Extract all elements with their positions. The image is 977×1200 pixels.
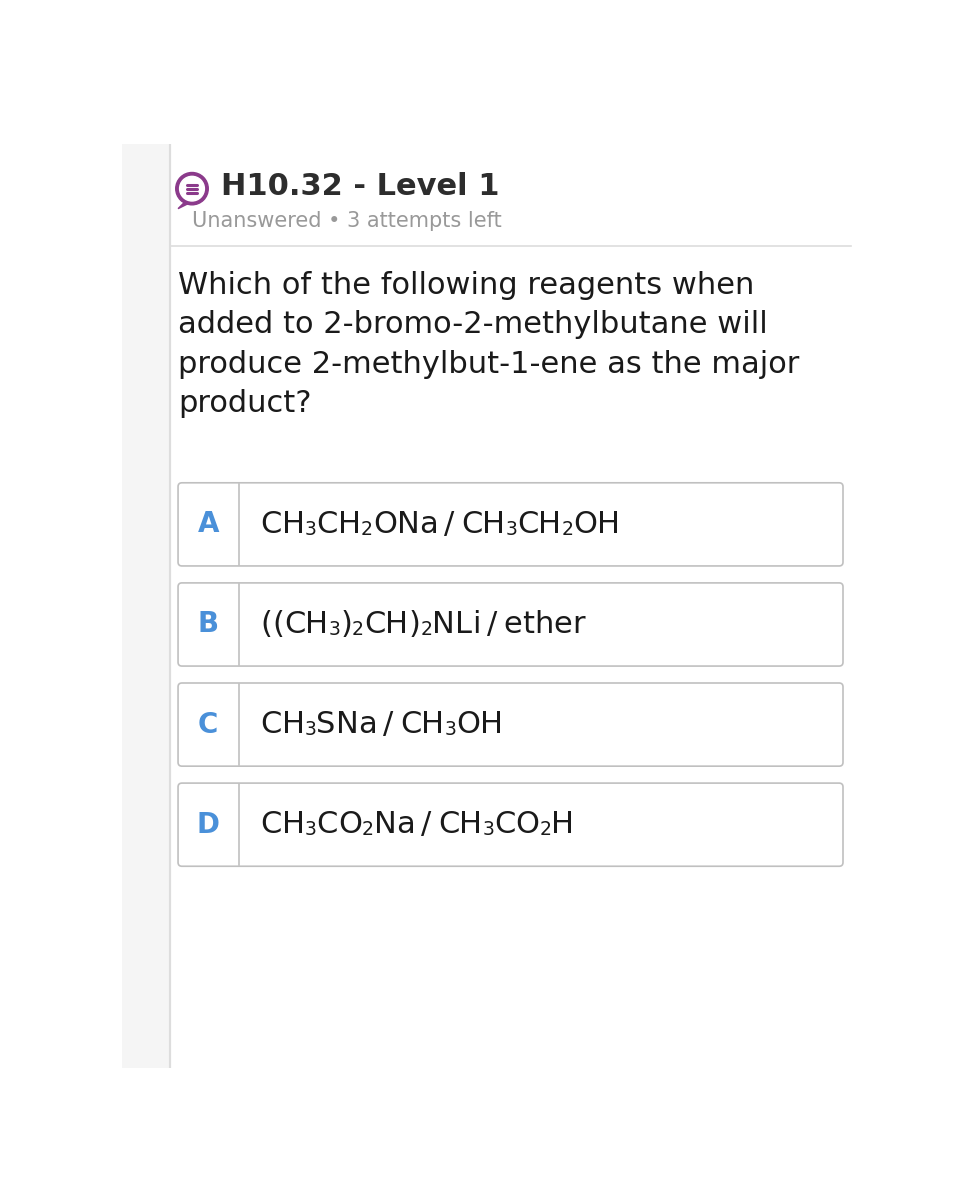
Text: h: h — [533, 610, 553, 638]
FancyBboxPatch shape — [178, 583, 842, 666]
Text: 2: 2 — [361, 821, 373, 839]
Text: produce 2-methylbut-1-ene as the major: produce 2-methylbut-1-ene as the major — [178, 349, 798, 378]
Text: H: H — [459, 810, 482, 839]
Text: C: C — [260, 810, 281, 839]
Text: ): ) — [408, 610, 420, 638]
Text: H: H — [538, 510, 561, 539]
Text: N: N — [432, 610, 454, 638]
Text: O: O — [573, 510, 597, 539]
Text: product?: product? — [178, 389, 312, 418]
Text: 3: 3 — [304, 720, 317, 739]
Text: H: H — [337, 510, 361, 539]
Text: (: ( — [272, 610, 283, 638]
Circle shape — [176, 173, 208, 205]
Text: H10.32 - Level 1: H10.32 - Level 1 — [221, 172, 499, 200]
Bar — [122, 144, 170, 1068]
Text: L: L — [454, 610, 472, 638]
Text: C: C — [260, 510, 281, 539]
Text: D: D — [196, 811, 220, 839]
Text: O: O — [372, 510, 397, 539]
Text: 3: 3 — [304, 520, 317, 539]
FancyBboxPatch shape — [178, 784, 842, 866]
Text: a: a — [359, 710, 377, 739]
Text: C: C — [198, 710, 218, 738]
Text: H: H — [551, 810, 573, 839]
Text: a: a — [396, 810, 415, 839]
Text: 2: 2 — [561, 520, 573, 539]
Text: e: e — [553, 610, 572, 638]
Text: /: / — [383, 710, 394, 739]
Text: 2: 2 — [539, 821, 551, 839]
Text: 3: 3 — [304, 821, 317, 839]
Text: 2: 2 — [361, 520, 372, 539]
Text: H: H — [482, 510, 505, 539]
Text: O: O — [455, 710, 480, 739]
Text: e: e — [502, 610, 522, 638]
Text: a: a — [419, 510, 438, 539]
Text: C: C — [493, 810, 515, 839]
Text: N: N — [397, 510, 419, 539]
Text: C: C — [363, 610, 385, 638]
Text: 2: 2 — [420, 620, 432, 640]
Text: O: O — [337, 810, 361, 839]
Text: C: C — [438, 810, 459, 839]
Text: t: t — [522, 610, 533, 638]
Text: N: N — [335, 710, 359, 739]
Text: 3: 3 — [482, 821, 493, 839]
Text: r: r — [572, 610, 584, 638]
Text: C: C — [517, 510, 538, 539]
Text: /: / — [487, 610, 496, 638]
Polygon shape — [178, 200, 189, 209]
Text: H: H — [281, 810, 304, 839]
Text: H: H — [597, 510, 619, 539]
Text: 2: 2 — [352, 620, 363, 640]
Text: /: / — [444, 510, 454, 539]
Text: 3: 3 — [505, 520, 517, 539]
Text: H: H — [305, 610, 328, 638]
Text: ): ) — [340, 610, 352, 638]
Text: C: C — [317, 810, 337, 839]
FancyBboxPatch shape — [178, 683, 842, 766]
Text: added to 2-bromo-2-methylbutane will: added to 2-bromo-2-methylbutane will — [178, 311, 767, 340]
Text: i: i — [472, 610, 480, 638]
Circle shape — [180, 176, 204, 200]
Text: 3: 3 — [328, 620, 340, 640]
Text: B: B — [197, 611, 219, 638]
FancyBboxPatch shape — [178, 482, 842, 566]
Text: H: H — [480, 710, 502, 739]
Text: H: H — [421, 710, 444, 739]
Text: S: S — [317, 710, 335, 739]
Text: C: C — [400, 710, 421, 739]
Text: C: C — [260, 710, 281, 739]
Text: A: A — [197, 510, 219, 539]
Text: C: C — [317, 510, 337, 539]
Text: C: C — [460, 510, 482, 539]
Text: H: H — [385, 610, 408, 638]
Text: O: O — [515, 810, 539, 839]
Text: /: / — [421, 810, 431, 839]
Text: N: N — [373, 810, 396, 839]
Text: Unanswered • 3 attempts left: Unanswered • 3 attempts left — [191, 211, 501, 230]
Text: H: H — [281, 710, 304, 739]
Text: H: H — [281, 510, 304, 539]
Text: Which of the following reagents when: Which of the following reagents when — [178, 271, 753, 300]
Text: (: ( — [260, 610, 272, 638]
Text: 3: 3 — [444, 720, 455, 739]
Text: C: C — [283, 610, 305, 638]
